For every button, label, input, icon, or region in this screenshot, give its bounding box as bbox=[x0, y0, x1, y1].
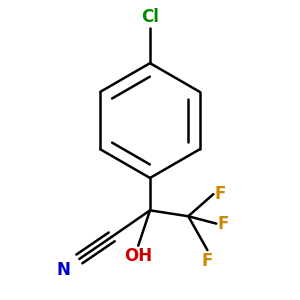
Text: N: N bbox=[56, 261, 70, 279]
Text: F: F bbox=[218, 214, 229, 232]
Text: F: F bbox=[215, 185, 226, 203]
Text: F: F bbox=[202, 252, 213, 270]
Text: Cl: Cl bbox=[141, 8, 159, 26]
Text: OH: OH bbox=[124, 247, 152, 265]
